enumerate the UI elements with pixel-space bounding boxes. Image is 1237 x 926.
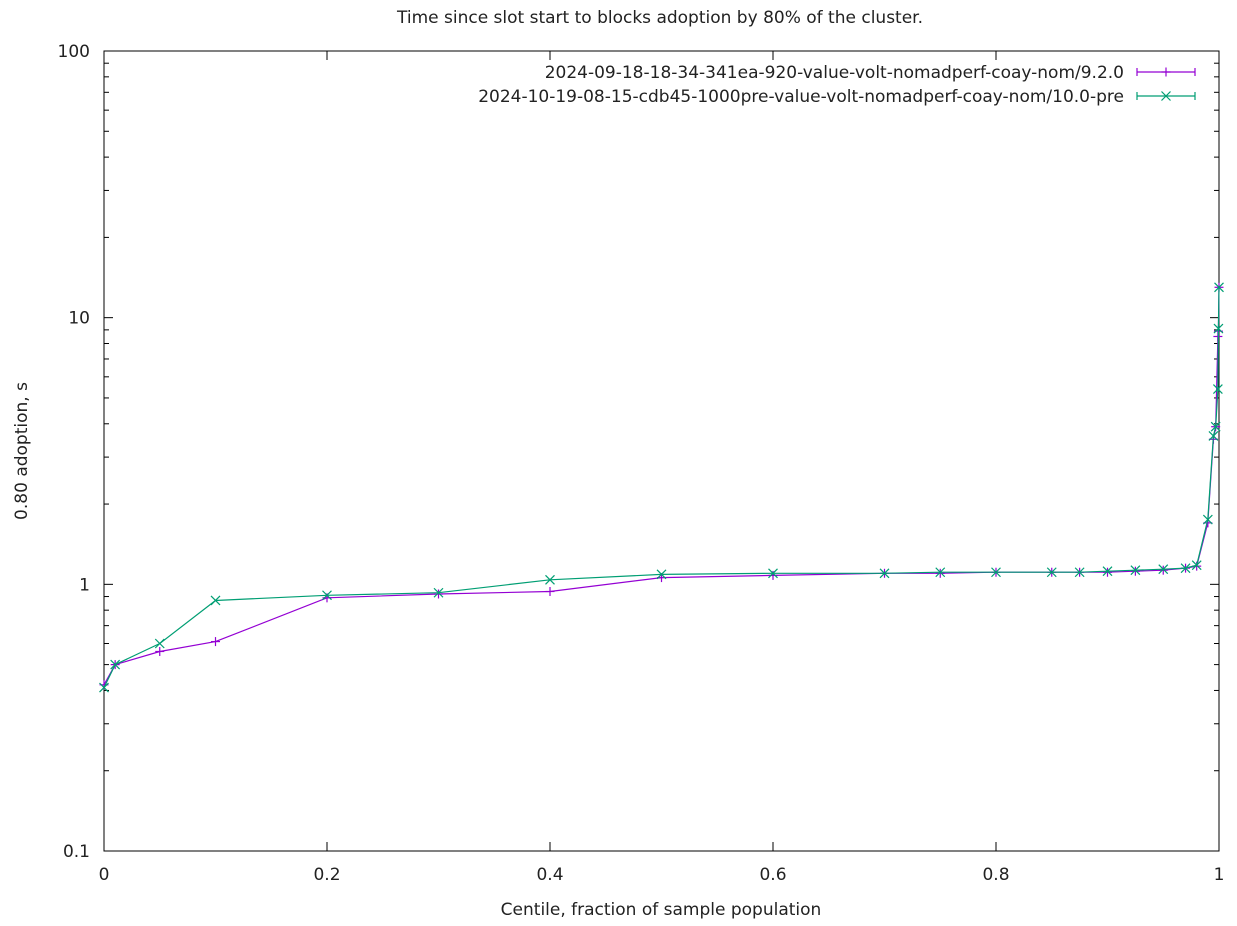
y-tick-label: 10 xyxy=(68,309,90,329)
data-point xyxy=(935,568,945,578)
data-point xyxy=(1213,323,1224,334)
series-layer xyxy=(99,282,1224,693)
series-1 xyxy=(99,282,1224,690)
legend-label: 2024-09-18-18-34-341ea-920-value-volt-no… xyxy=(545,63,1124,83)
y-tick-label: 1 xyxy=(79,575,90,595)
y-tick-label: 100 xyxy=(58,42,90,62)
data-point xyxy=(1180,563,1191,574)
data-point xyxy=(1212,384,1223,394)
data-point xyxy=(110,659,121,670)
data-point xyxy=(1202,514,1213,525)
data-point xyxy=(1158,565,1168,575)
data-point xyxy=(545,574,555,585)
x-tick-label: 1 xyxy=(1214,865,1225,885)
data-point xyxy=(935,567,946,578)
data-point xyxy=(991,567,1001,578)
data-point xyxy=(1103,567,1112,577)
data-point xyxy=(545,586,555,596)
data-point xyxy=(1214,282,1224,293)
data-point xyxy=(1210,421,1221,432)
data-point xyxy=(1191,560,1202,571)
plot-frame xyxy=(103,50,1220,852)
legend-marker xyxy=(1161,91,1171,101)
data-point xyxy=(1130,565,1141,576)
legend: 2024-09-18-18-34-341ea-920-value-volt-no… xyxy=(478,63,1196,107)
data-point xyxy=(1208,431,1219,441)
data-point xyxy=(1158,564,1169,575)
data-point xyxy=(154,638,165,649)
chart-title: Time since slot start to blocks adoption… xyxy=(396,8,923,28)
data-point xyxy=(1102,566,1113,577)
x-tick-label: 0 xyxy=(99,865,110,885)
y-tick-label: 0.1 xyxy=(63,842,90,862)
data-point xyxy=(1074,567,1085,578)
legend-marker xyxy=(1161,67,1171,77)
data-point xyxy=(768,568,778,579)
x-tick-label: 0.6 xyxy=(759,865,786,885)
data-point xyxy=(433,587,444,598)
data-point xyxy=(210,595,221,606)
x-tick-label: 0.8 xyxy=(982,865,1009,885)
data-point xyxy=(211,637,220,647)
data-point xyxy=(434,589,443,599)
series-line xyxy=(103,287,1220,686)
data-point xyxy=(656,569,667,580)
series-2 xyxy=(99,282,1224,693)
data-point xyxy=(99,682,109,693)
data-point xyxy=(322,590,332,601)
legend-label: 2024-10-19-08-15-cdb45-1000pre-value-vol… xyxy=(478,87,1124,107)
data-point xyxy=(768,570,778,580)
y-axis-label: 0.80 adoption, s xyxy=(12,382,32,520)
axes: 0 0.2 0.4 0.6 0.8 1 0.1 1 10 100 xyxy=(58,42,1225,885)
data-point xyxy=(1130,566,1140,576)
x-axis-label: Centile, fraction of sample population xyxy=(501,900,822,920)
series-line xyxy=(103,287,1220,688)
data-point xyxy=(155,646,165,656)
data-point xyxy=(879,568,890,579)
x-tick-label: 0.2 xyxy=(313,865,340,885)
data-point xyxy=(1046,567,1057,578)
x-tick-label: 0.4 xyxy=(536,865,563,885)
